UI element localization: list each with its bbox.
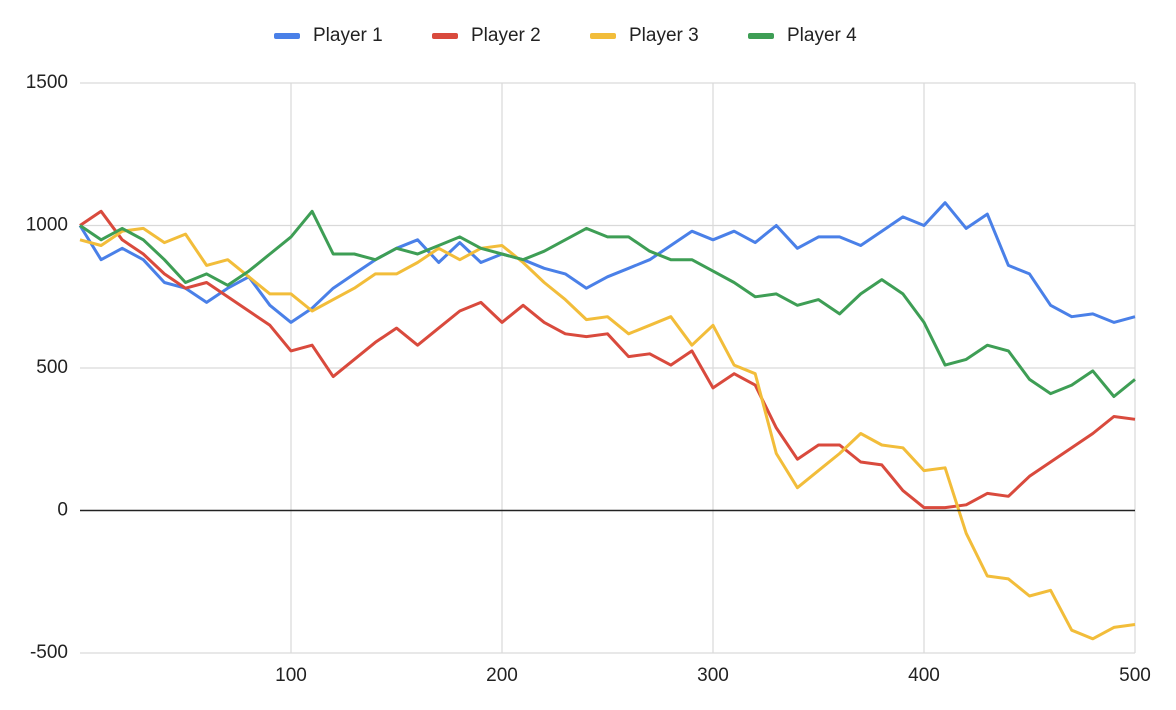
series-line bbox=[79, 209, 1136, 510]
x-tick-label: 300 bbox=[697, 665, 729, 686]
series-line bbox=[78, 201, 1136, 324]
legend-swatch bbox=[748, 33, 774, 39]
grid bbox=[80, 82, 1136, 654]
legend-swatch bbox=[274, 33, 300, 39]
y-tick-label: 500 bbox=[36, 357, 68, 378]
y-tick-label: -500 bbox=[30, 642, 68, 663]
series-line bbox=[79, 209, 1136, 398]
x-tick-label: 100 bbox=[275, 665, 307, 686]
x-tick-label: 500 bbox=[1119, 665, 1151, 686]
legend-label: Player 4 bbox=[787, 25, 857, 46]
x-tick-label: 200 bbox=[486, 665, 518, 686]
legend-label: Player 2 bbox=[471, 25, 541, 46]
y-tick-label: 1000 bbox=[26, 215, 68, 236]
legend-label: Player 3 bbox=[629, 25, 699, 46]
legend-swatch bbox=[432, 33, 458, 39]
y-tick-label: 1500 bbox=[26, 72, 68, 93]
legend-label: Player 1 bbox=[313, 25, 383, 46]
legend-swatch bbox=[590, 33, 616, 39]
legend: Player 1 Player 2 Player 3 Player 4 bbox=[274, 25, 857, 46]
series-line bbox=[79, 226, 1136, 641]
x-tick-label: 400 bbox=[908, 665, 940, 686]
y-tick-label: 0 bbox=[57, 500, 68, 521]
